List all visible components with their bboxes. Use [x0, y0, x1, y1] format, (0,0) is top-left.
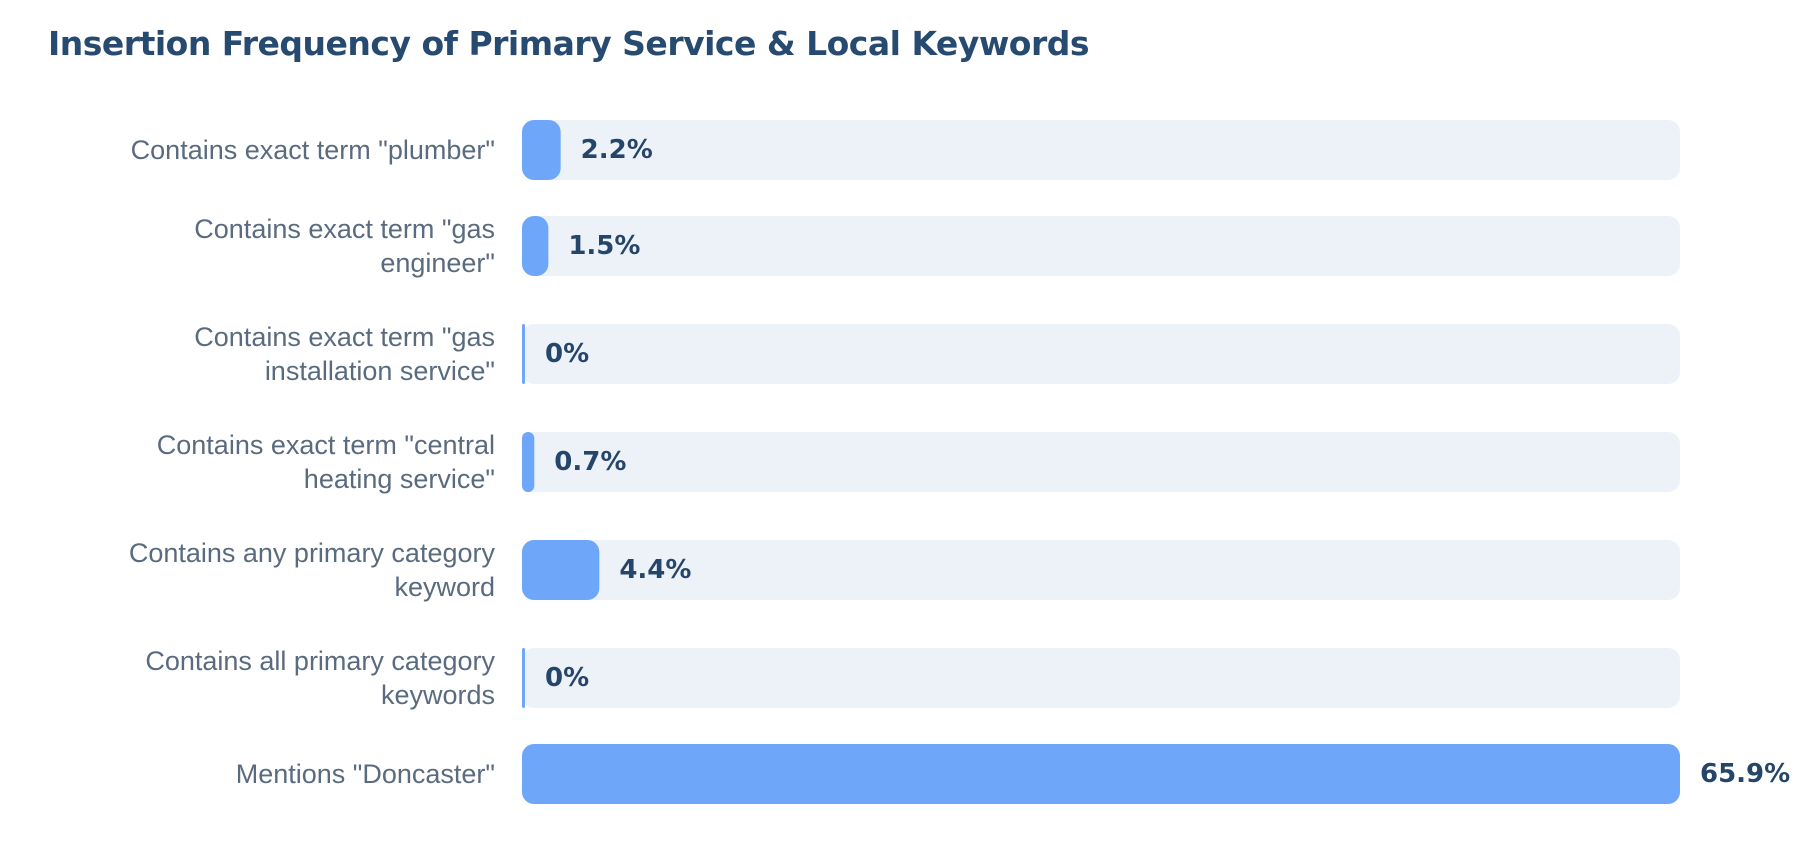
category-label-line: Contains any primary category [129, 538, 496, 568]
value-label: 65.9% [1700, 759, 1790, 789]
bar [522, 432, 535, 492]
value-label: 0.7% [554, 447, 626, 477]
category-label: Contains exact term "plumber" [131, 135, 495, 165]
bar [522, 324, 525, 384]
bar-track [522, 432, 1680, 492]
category-label-line: Mentions "Doncaster" [236, 759, 495, 789]
bar [522, 120, 561, 180]
value-label: 0% [545, 663, 589, 693]
bar-track [522, 540, 1680, 600]
category-label-line: Contains exact term "gas [194, 322, 495, 352]
category-label: Contains exact term "central heating serv… [157, 430, 495, 494]
value-label: 1.5% [568, 231, 640, 261]
value-label: 4.4% [619, 555, 691, 585]
bar [522, 648, 525, 708]
category-label-line: Contains exact term "gas [194, 214, 495, 244]
category-label-line: Contains exact term "central [157, 430, 495, 460]
category-label-line: engineer" [380, 248, 495, 278]
bar-track [522, 324, 1680, 384]
category-label: Contains all primary category keywords [145, 646, 495, 710]
bar-track [522, 120, 1680, 180]
category-label-line: heating service" [304, 464, 495, 494]
value-label: 0% [545, 339, 589, 369]
value-label: 2.2% [581, 135, 653, 165]
bar-track [522, 648, 1680, 708]
bar [522, 540, 600, 600]
bar-track [522, 216, 1680, 276]
category-label: Mentions "Doncaster" [236, 759, 495, 789]
category-label: Contains exact term "gas engineer" [194, 214, 495, 278]
chart-title: Insertion Frequency of Primary Service &… [48, 24, 1090, 63]
category-label-line: Contains all primary category [145, 646, 495, 676]
bar [522, 744, 1680, 804]
category-label-line: keywords [381, 680, 495, 710]
category-label-line: installation service" [265, 356, 495, 386]
category-label-line: Contains exact term "plumber" [131, 135, 495, 165]
category-label: Contains exact term "gas installation ser… [194, 322, 495, 386]
category-label: Contains any primary category keyword [129, 538, 496, 602]
bar [522, 216, 549, 276]
category-label-line: keyword [394, 572, 495, 602]
